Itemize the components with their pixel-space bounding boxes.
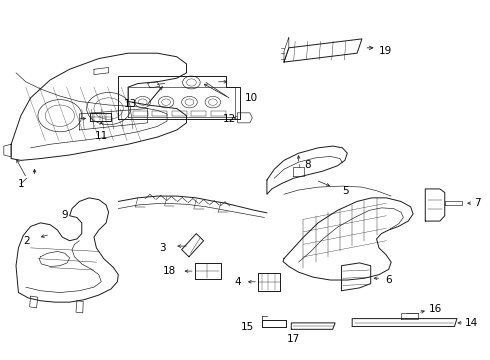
Text: 7: 7 (474, 198, 481, 208)
Text: 12: 12 (223, 114, 236, 124)
Text: 5: 5 (343, 186, 349, 197)
Text: 16: 16 (429, 304, 442, 314)
Text: 17: 17 (287, 334, 300, 343)
Text: 19: 19 (379, 46, 392, 56)
Text: 8: 8 (304, 159, 311, 170)
Text: 9: 9 (61, 210, 68, 220)
Text: 6: 6 (385, 275, 392, 285)
Text: 18: 18 (163, 266, 176, 276)
Text: 4: 4 (235, 277, 241, 287)
Text: 11: 11 (95, 131, 108, 141)
Text: 13: 13 (123, 99, 137, 109)
Text: 2: 2 (23, 237, 30, 247)
Text: 3: 3 (159, 243, 166, 253)
Text: 14: 14 (465, 318, 478, 328)
Text: 10: 10 (245, 93, 258, 103)
Text: 15: 15 (241, 322, 254, 332)
Text: 1: 1 (18, 179, 24, 189)
